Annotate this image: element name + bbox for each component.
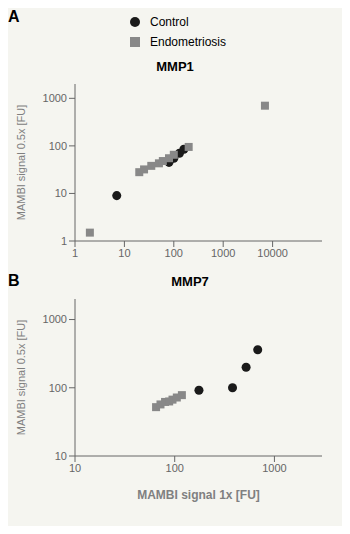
svg-text:1: 1 bbox=[72, 247, 78, 259]
svg-text:10: 10 bbox=[55, 187, 67, 199]
svg-text:MAMBI signal 0.5x [FU]: MAMBI signal 0.5x [FU] bbox=[15, 320, 27, 436]
svg-text:100: 100 bbox=[166, 462, 184, 474]
svg-text:MAMBI signal 0.5x [FU]: MAMBI signal 0.5x [FU] bbox=[15, 105, 27, 221]
svg-text:1000: 1000 bbox=[43, 313, 67, 325]
svg-text:10: 10 bbox=[69, 462, 81, 474]
svg-text:10: 10 bbox=[118, 247, 130, 259]
svg-text:1: 1 bbox=[61, 235, 67, 247]
svg-text:10000: 10000 bbox=[257, 247, 288, 259]
html-text:Endometriosis: Endometriosis bbox=[150, 35, 226, 49]
svg-text:100: 100 bbox=[165, 247, 183, 259]
html-text:MMP7: MMP7 bbox=[171, 273, 209, 289]
html-text:MMP1: MMP1 bbox=[156, 58, 194, 74]
svg-text:1000: 1000 bbox=[262, 462, 286, 474]
svg-text:1000: 1000 bbox=[43, 92, 67, 104]
svg-text:MAMBI signal 1x [FU]: MAMBI signal 1x [FU] bbox=[137, 488, 260, 502]
html-text:A: A bbox=[8, 8, 20, 25]
svg-text:1000: 1000 bbox=[211, 247, 235, 259]
html-text:Control: Control bbox=[150, 15, 189, 29]
svg-text:100: 100 bbox=[49, 382, 67, 394]
svg-text:10: 10 bbox=[55, 450, 67, 462]
html-text:B: B bbox=[8, 272, 20, 289]
svg-text:100: 100 bbox=[49, 140, 67, 152]
